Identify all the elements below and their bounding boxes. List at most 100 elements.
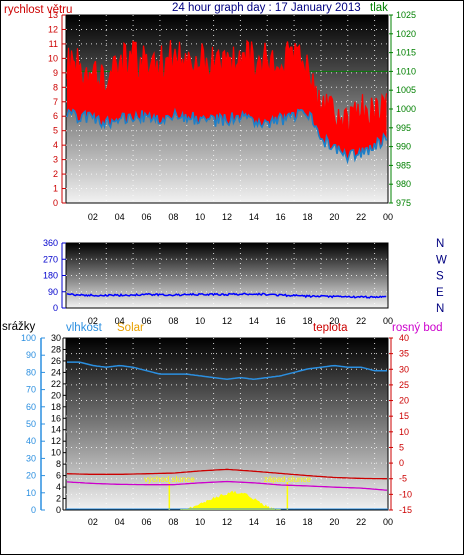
humidity-tick-label: 18 [51, 402, 61, 412]
chart-layer: 0123456789101112139759809859909951000100… [21, 10, 447, 527]
pressure-tick-label: 985 [396, 160, 411, 170]
climate-panel-x-tick-label: 02 [88, 517, 98, 527]
climate-panel-x-tick-label: 10 [195, 517, 205, 527]
humidity-tick-label: 20 [51, 390, 61, 400]
wind-speed-tick-label: 6 [53, 111, 58, 121]
climate-panel-x-tick-label: 14 [249, 517, 259, 527]
chart-title: 24 hour graph day : 17 January 2013 [172, 2, 361, 14]
humidity-series-line [67, 361, 387, 381]
temperature-tick-label: 35 [399, 349, 409, 359]
wind-panel-x-tick-label: 22 [356, 212, 366, 222]
direction-panel-x-tick-label: 06 [141, 316, 151, 326]
humidity-tick-label: 12 [51, 436, 61, 446]
wind-panel-x-tick-label: 14 [249, 212, 259, 222]
dewpoint-axis-label: rosný bod [392, 322, 443, 334]
wind-panel-x-tick-label: 00 [383, 212, 393, 222]
temperature-tick-label: -15 [399, 505, 412, 515]
wind-speed-tick-label: 5 [53, 126, 58, 136]
wind-speed-axis-label: rychlost větru [4, 4, 72, 16]
pressure-tick-label: 1000 [396, 104, 416, 114]
rain-tick-label: 0 [31, 505, 36, 515]
temperature-tick-label: 0 [399, 458, 404, 468]
temperature-tick-label: 20 [399, 396, 409, 406]
sunrise-label: východ slunce [144, 475, 195, 484]
climate-panel-x-tick-label: 04 [115, 517, 125, 527]
solar-series-area [180, 490, 281, 510]
wind-panel-x-tick-label: 16 [276, 212, 286, 222]
wind-panel-x-tick-label: 18 [302, 212, 312, 222]
humidity-tick-label: 4 [56, 482, 61, 492]
wind-speed-tick-label: 8 [53, 82, 58, 92]
compass-label-W: W [436, 254, 447, 266]
wind-panel-x-tick-label: 02 [88, 212, 98, 222]
temperature-tick-label: -5 [399, 474, 407, 484]
humidity-tick-label: 2 [56, 494, 61, 504]
pressure-tick-label: 995 [396, 123, 411, 133]
rain-tick-label: 40 [26, 436, 36, 446]
climate-panel-x-tick-label: 08 [168, 517, 178, 527]
wind-direction-series-line [66, 292, 387, 299]
humidity-tick-label: 0 [56, 505, 61, 515]
direction-tick-label: 90 [48, 287, 58, 297]
climate-panel-x-tick-label: 20 [329, 517, 339, 527]
dewpoint-series-line [66, 480, 388, 491]
wind-speed-tick-label: 4 [53, 140, 58, 150]
wind-speed-tick-label: 1 [53, 184, 58, 194]
climate-panel-x-tick-label: 22 [356, 517, 366, 527]
direction-tick-label: 180 [43, 271, 58, 281]
humidity-tick-label: 24 [51, 367, 61, 377]
gust-series-band [67, 40, 387, 162]
climate-panel-x-tick-label: 00 [383, 517, 393, 527]
rain-tick-label: 100 [21, 333, 36, 343]
wind-panel-x-tick-label: 04 [115, 212, 125, 222]
gust-series-line [66, 39, 388, 142]
direction-tick-label: 0 [53, 303, 58, 313]
temperature-tick-label: 10 [399, 427, 409, 437]
direction-panel-x-tick-label: 08 [168, 316, 178, 326]
rain-tick-label: 60 [26, 402, 36, 412]
pressure-tick-label: 980 [396, 179, 411, 189]
temperature-tick-label: 15 [399, 411, 409, 421]
humidity-tick-label: 26 [51, 356, 61, 366]
humidity-tick-label: 28 [51, 344, 61, 354]
direction-panel-x-tick-label: 02 [88, 316, 98, 326]
direction-panel-x-tick-label: 14 [249, 316, 259, 326]
pressure-axis-label: tlak [370, 2, 388, 14]
wind-panel-x-tick-label: 08 [168, 212, 178, 222]
wind-panel-x-tick-label: 20 [329, 212, 339, 222]
wind-speed-tick-label: 0 [53, 198, 58, 208]
direction-tick-label: 270 [43, 254, 58, 264]
humidity-tick-label: 6 [56, 471, 61, 481]
pressure-tick-label: 1025 [396, 10, 416, 20]
humidity-tick-label: 10 [51, 448, 61, 458]
rain-tick-label: 70 [26, 385, 36, 395]
direction-tick-label: 360 [43, 238, 58, 248]
compass-label-E: E [436, 287, 444, 299]
wind-speed-tick-label: 9 [53, 68, 58, 78]
direction-panel-x-tick-label: 10 [195, 316, 205, 326]
humidity-tick-label: 22 [51, 379, 61, 389]
humidity-tick-label: 8 [56, 459, 61, 469]
wind-speed-tick-label: 12 [48, 24, 58, 34]
direction-panel-x-tick-label: 16 [276, 316, 286, 326]
humidity-tick-label: 14 [51, 425, 61, 435]
temperature-tick-label: 25 [399, 380, 409, 390]
humidity-tick-label: 30 [51, 333, 61, 343]
wind-speed-tick-label: 10 [48, 53, 58, 63]
wind-speed-tick-label: 7 [53, 97, 58, 107]
temperature-series-line [66, 468, 387, 480]
wind-panel-border [65, 14, 389, 204]
climate-panel-x-tick-label: 16 [276, 517, 286, 527]
wind-speed-tick-label: 13 [48, 10, 58, 20]
solar-axis-label: Solar [117, 322, 144, 334]
wind-speed-tick-label: 11 [49, 39, 58, 49]
average-series-line [66, 107, 388, 165]
direction-panel-x-tick-label: 18 [302, 316, 312, 326]
temperature-tick-label: 40 [399, 333, 409, 343]
compass-label-N: N [436, 238, 444, 250]
direction-panel-x-tick-label: 22 [356, 316, 366, 326]
temperature-tick-label: 5 [399, 442, 404, 452]
pressure-tick-label: 1010 [396, 66, 416, 76]
rain-tick-label: 10 [26, 488, 36, 498]
temperature-axis-label: teplota [313, 322, 348, 334]
